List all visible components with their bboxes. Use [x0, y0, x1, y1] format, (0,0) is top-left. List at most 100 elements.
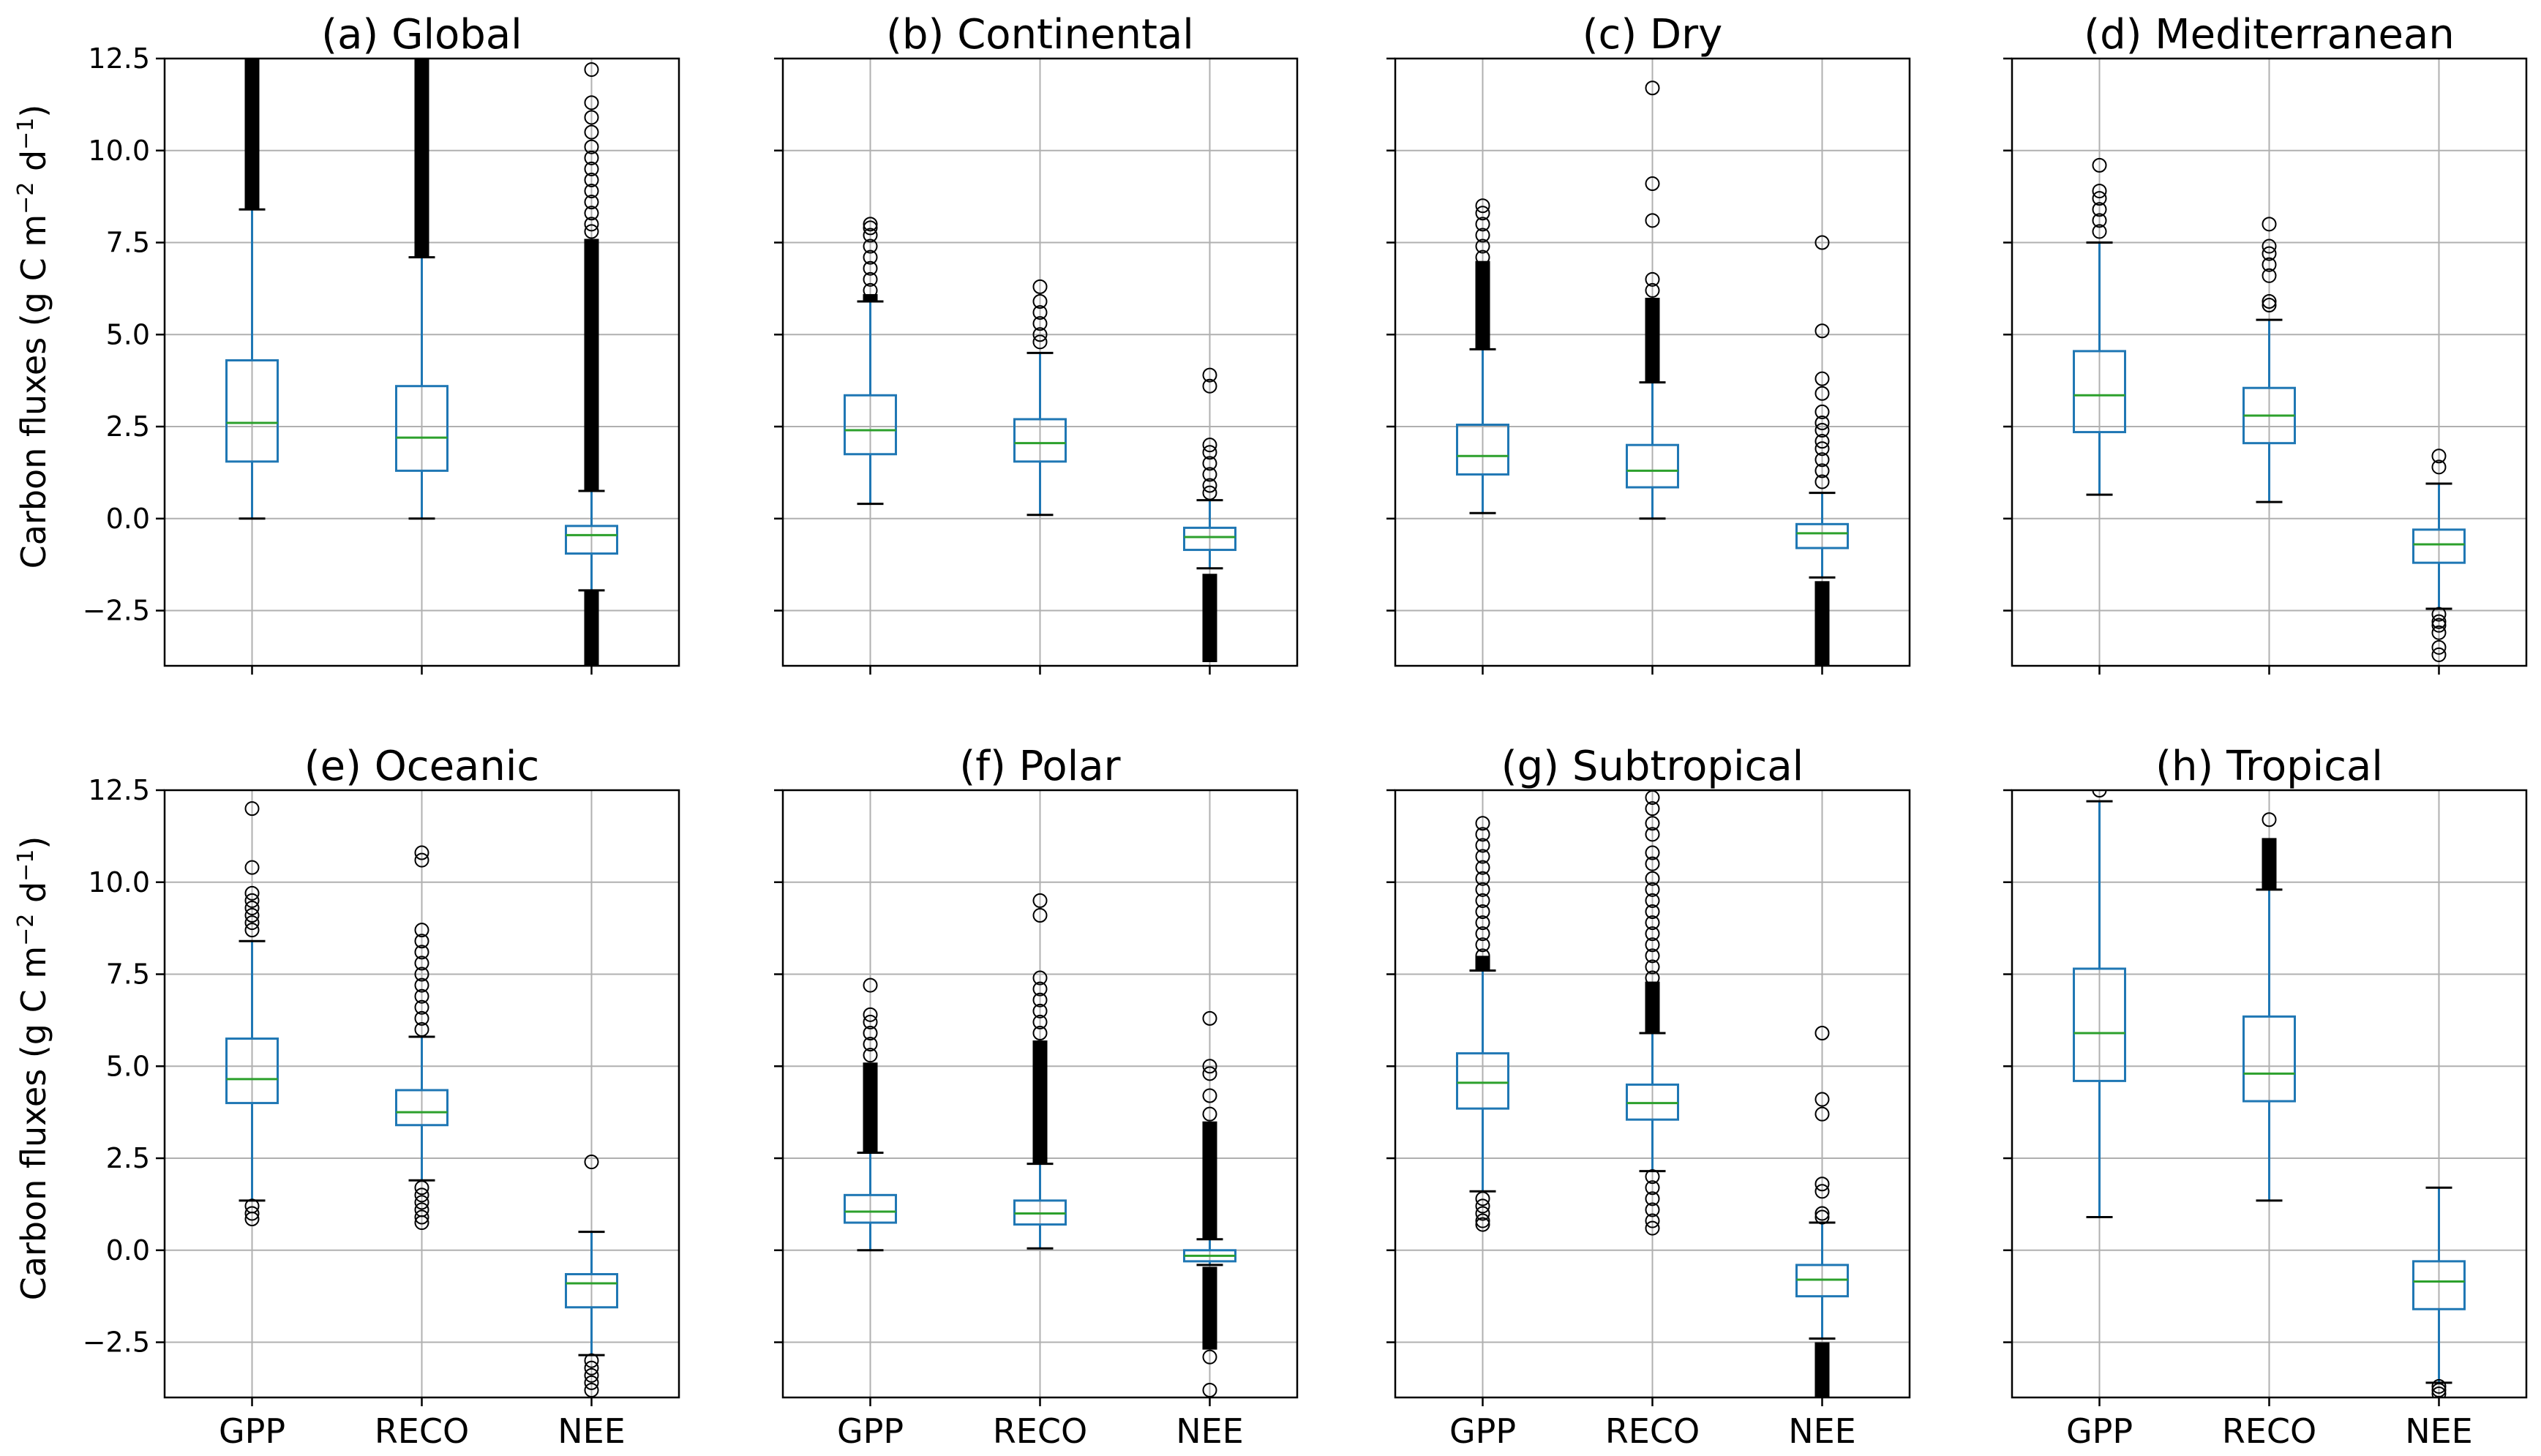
- outlier-point-gpp: [1475, 249, 1490, 265]
- outlier-point-gpp: [2092, 224, 2107, 239]
- outlier-point-nee: [1202, 456, 1217, 471]
- outlier-point-nee: [2431, 1386, 2447, 1397]
- box-gpp: [2073, 967, 2127, 1082]
- y-tick-label: 2.5: [106, 1142, 150, 1174]
- outlier-dense-nee: [584, 590, 599, 666]
- outlier-dense-gpp: [244, 59, 260, 210]
- x-tick-label-nee: NEE: [1788, 1411, 1856, 1451]
- outlier-point-reco: [1645, 282, 1660, 298]
- outlier-dense-reco: [1032, 1040, 1048, 1164]
- plot-area: [844, 217, 1236, 662]
- outlier-point-gpp: [244, 923, 260, 938]
- outlier-point-nee: [2431, 449, 2447, 464]
- outlier-point-gpp: [863, 1037, 878, 1052]
- x-tick-label-nee: NEE: [558, 1411, 626, 1451]
- outlier-point-nee: [1814, 235, 1830, 250]
- outlier-point-nee: [1814, 423, 1830, 438]
- box-gpp: [225, 359, 279, 463]
- outlier-point-reco: [1032, 1014, 1048, 1029]
- outlier-point-reco: [1645, 904, 1660, 919]
- outlier-point-nee: [2431, 459, 2447, 475]
- panel-bcontinental: (b) Continental: [774, 11, 1299, 675]
- outlier-point-gpp: [863, 271, 878, 287]
- plot-area: [1456, 80, 1849, 666]
- outlier-point-reco: [1032, 992, 1048, 1007]
- outlier-point-nee: [584, 217, 599, 232]
- box-nee: [1795, 522, 1849, 549]
- outlier-point-nee: [1202, 1010, 1217, 1026]
- plot-area: [225, 59, 618, 666]
- outlier-point-reco: [414, 1010, 429, 1026]
- outlier-point-reco: [414, 967, 429, 982]
- outlier-point-gpp: [1475, 1217, 1490, 1232]
- outlier-point-reco: [414, 945, 429, 960]
- outlier-point-reco: [414, 1215, 429, 1231]
- box-nee: [564, 1272, 618, 1309]
- outlier-dense-nee: [584, 239, 599, 492]
- outlier-point-nee: [584, 161, 599, 176]
- outlier-point-reco: [414, 999, 429, 1015]
- outlier-point-gpp: [1475, 926, 1490, 942]
- outlier-point-nee: [584, 95, 599, 110]
- outlier-point-reco: [2262, 217, 2277, 232]
- box-nee: [564, 525, 618, 555]
- outlier-dense-gpp: [1475, 260, 1490, 350]
- outlier-point-nee: [1202, 1066, 1217, 1081]
- y-tick-label: 10.0: [88, 866, 150, 898]
- y-axis-label-top: Carbon fluxes (g C m−2 d−1): [13, 105, 54, 569]
- outlier-point-reco: [414, 1180, 429, 1196]
- outlier-point-reco: [1645, 926, 1660, 942]
- outlier-point-reco: [1645, 271, 1660, 287]
- outlier-point-nee: [1814, 452, 1830, 468]
- outlier-point-reco: [1032, 1003, 1048, 1018]
- outlier-point-reco: [414, 1021, 429, 1037]
- box-reco: [395, 1089, 448, 1127]
- panel-dmediterranean: (d) Mediterranean: [2003, 11, 2528, 675]
- outlier-point-reco: [1645, 816, 1660, 831]
- outlier-point-reco: [1645, 871, 1660, 886]
- outlier-point-gpp: [863, 1007, 878, 1022]
- outlier-point-nee: [1814, 434, 1830, 449]
- y-tick-label: 0.0: [106, 503, 150, 535]
- outlier-point-reco: [1645, 1169, 1660, 1185]
- x-tick-label-nee: NEE: [2405, 1411, 2473, 1451]
- panel-title: (c) Dry: [1583, 11, 1723, 59]
- outlier-dense-nee: [1202, 1267, 1217, 1350]
- outlier-point-gpp: [2092, 213, 2107, 228]
- outlier-point-reco: [2262, 246, 2277, 261]
- outlier-point-reco: [1645, 882, 1660, 897]
- panel-title: (a) Global: [321, 11, 522, 59]
- outlier-point-gpp: [2092, 157, 2107, 173]
- outlier-point-nee: [1814, 1092, 1830, 1107]
- outlier-point-nee: [1814, 1177, 1830, 1192]
- outlier-point-nee: [1202, 1106, 1217, 1122]
- outlier-point-nee: [584, 1353, 599, 1368]
- outlier-point-gpp: [244, 801, 260, 817]
- outlier-point-reco: [1645, 915, 1660, 931]
- outlier-dense-gpp: [863, 293, 878, 301]
- outlier-point-gpp: [1475, 893, 1490, 908]
- outlier-point-nee: [1202, 367, 1217, 383]
- panel-eoceanic: −2.5 0.0 2.5 5.0 7.5 10.0 12.5 GPP RECO NEE (e) Oc…: [83, 743, 680, 1451]
- panel-aglobal: −2.5 0.0 2.5 5.0 7.5 10.0 12.5 (a) Global: [83, 11, 680, 675]
- plot-area: [2073, 157, 2466, 662]
- x-tick-label-reco: RECO: [2222, 1411, 2316, 1451]
- outlier-point-nee: [584, 62, 599, 78]
- outlier-point-nee: [584, 184, 599, 199]
- outlier-point-gpp: [1475, 915, 1490, 931]
- outlier-point-nee: [1814, 463, 1830, 479]
- outlier-point-reco: [1645, 176, 1660, 192]
- outlier-dense-reco: [1645, 297, 1660, 383]
- plot-area: [1456, 790, 1849, 1397]
- outlier-point-gpp: [1475, 217, 1490, 232]
- outlier-point-reco: [1645, 80, 1660, 96]
- outlier-point-reco: [1645, 845, 1660, 860]
- outlier-point-reco: [1032, 334, 1048, 350]
- outlier-point-gpp: [863, 260, 878, 276]
- x-tick-label-gpp: GPP: [1449, 1411, 1516, 1451]
- outlier-point-reco: [414, 923, 429, 938]
- outlier-point-gpp: [1475, 849, 1490, 864]
- outlier-point-nee: [1814, 1106, 1830, 1122]
- panel-title: (f) Polar: [959, 743, 1121, 790]
- outlier-point-nee: [1814, 404, 1830, 419]
